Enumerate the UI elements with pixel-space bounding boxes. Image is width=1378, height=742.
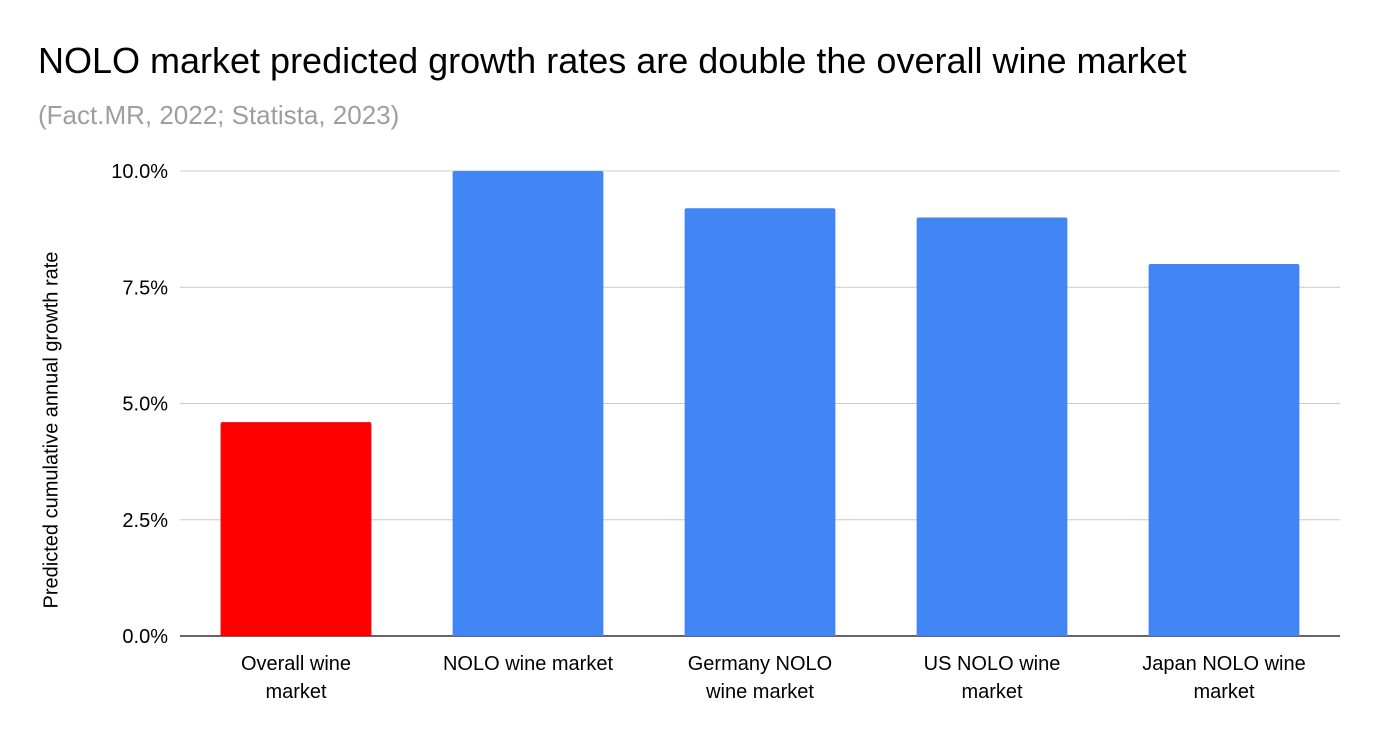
y-tick-label: 5.0% <box>122 394 168 416</box>
chart-subtitle: (Fact.MR, 2022; Statista, 2023) <box>38 100 400 130</box>
chart-title: NOLO market predicted growth rates are d… <box>38 40 1187 81</box>
x-tick-label: Overall wine market <box>241 653 351 703</box>
y-tick-labels: 0.0% 2.5% 5.0% 7.5% 10.0% <box>111 161 168 648</box>
bar <box>916 217 1068 636</box>
bars <box>220 171 1300 636</box>
y-tick-label: 2.5% <box>122 510 168 532</box>
bar <box>1148 264 1300 636</box>
x-tick-label: Japan NOLO wine market <box>1142 653 1305 703</box>
y-tick-label: 7.5% <box>122 277 168 299</box>
bar <box>684 208 836 636</box>
bar <box>220 422 372 636</box>
x-tick-label: US NOLO wine market <box>924 653 1061 703</box>
y-tick-label: 0.0% <box>122 626 168 648</box>
x-tick-label: NOLO wine market <box>443 653 613 675</box>
x-tick-label: Germany NOLO wine market <box>688 653 832 703</box>
y-tick-label: 10.0% <box>111 161 168 183</box>
x-tick-labels: Overall wine market NOLO wine market German… <box>241 653 1306 703</box>
bar <box>452 171 604 636</box>
